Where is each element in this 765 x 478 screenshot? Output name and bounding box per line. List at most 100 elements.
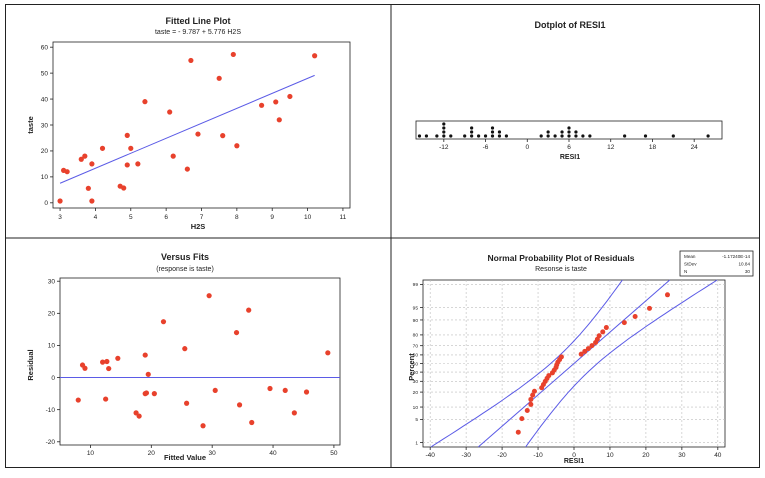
normal-y-tick-label: 20: [413, 390, 419, 396]
normal-y-tick-label: 50: [413, 361, 419, 367]
versus-point: [151, 391, 157, 397]
fitted-ylabel: taste: [26, 116, 35, 134]
normal-legend-box: Mean -1.17240E-14 StDev 10.84 N 30: [679, 250, 754, 277]
versus-point: [145, 371, 151, 377]
dotplot-x-tick-label: -6: [483, 144, 489, 151]
dotplot-dot: [560, 130, 564, 134]
normal-confidence-band-lower: [430, 279, 623, 448]
fitted-point: [142, 99, 148, 105]
fitted-y-tick-label: 10: [41, 174, 49, 181]
versus-point: [236, 402, 243, 408]
normal-point: [664, 292, 670, 298]
dotplot-title: Dotplot of RESI1: [535, 20, 606, 30]
dotplot-dot: [470, 126, 474, 130]
fitted-point: [312, 53, 318, 59]
dotplot-dot: [463, 134, 467, 138]
versus-x-tick-label: 20: [148, 450, 156, 457]
dotplot-x-tick-label: -12: [439, 144, 449, 151]
fitted-point: [57, 198, 63, 204]
fitted-point: [259, 102, 265, 108]
fitted-point: [89, 198, 95, 204]
dotplot-dot: [623, 134, 627, 138]
versus-point: [200, 423, 206, 429]
normal-point: [530, 392, 536, 398]
dotplot-dot: [581, 134, 585, 138]
dotplot-dot: [588, 134, 592, 138]
normal-y-tick-label: 1: [415, 440, 418, 446]
normal-point: [600, 329, 606, 335]
fitted-y-tick-label: 60: [41, 44, 49, 51]
fitted-y-tick-label: 0: [44, 200, 48, 207]
fitted-point: [128, 145, 134, 151]
versus-x-tick-label: 30: [209, 450, 217, 457]
fitted-y-tick-label: 50: [41, 70, 49, 77]
fitted-point: [124, 132, 130, 138]
normal-point: [603, 325, 609, 331]
versus-point: [115, 355, 121, 361]
versus-point: [106, 365, 112, 372]
dotplot-x-tick-label: 24: [691, 144, 699, 151]
versus-point: [82, 365, 88, 371]
dotplot-dot: [671, 134, 675, 138]
dotplot-x-tick-label: 12: [607, 144, 615, 151]
versus-point: [282, 387, 288, 394]
fitted-point: [135, 161, 141, 167]
normal-y-tick-label: 30: [413, 379, 419, 385]
fitted-x-tick-label: 3: [58, 214, 62, 221]
fitted-point: [287, 93, 293, 100]
dotplot-xlabel: RESI1: [560, 154, 580, 161]
normal-y-tick-label: 60: [413, 353, 419, 359]
fitted-point: [230, 51, 236, 58]
fitted-x-tick-label: 7: [200, 214, 204, 221]
fitted-point: [167, 109, 173, 115]
normal-ylabel: Percent: [407, 353, 416, 381]
versus-point: [136, 413, 142, 419]
dotplot-x-tick-label: 0: [525, 144, 529, 151]
dotplot-dot: [490, 130, 495, 134]
normal-x-tick-label: -20: [497, 452, 507, 459]
normal-fit-line: [477, 279, 671, 448]
fitted-point: [78, 156, 84, 162]
dotplot-dot: [424, 134, 429, 138]
versus-point: [104, 358, 110, 365]
normal-point: [578, 351, 584, 357]
dotplot-dot: [539, 134, 543, 138]
dotplot-dot: [567, 126, 571, 130]
normal-point: [531, 388, 537, 394]
normal-y-tick-label: 95: [413, 305, 419, 311]
dotplot-dot: [504, 134, 509, 138]
normal-x-tick-label: -30: [461, 452, 471, 459]
normal-y-tick-label: 90: [413, 318, 419, 324]
normal-y-tick-label: 99: [413, 282, 419, 288]
fitted-point: [85, 185, 91, 191]
versus-x-tick-label: 40: [269, 450, 277, 457]
versus-y-tick-label: 0: [51, 375, 55, 382]
fitted-point: [99, 145, 106, 151]
normal-point: [558, 354, 564, 360]
fitted-x-tick-label: 6: [164, 214, 168, 221]
dotplot-dot: [435, 134, 439, 138]
panel-fitted-line: Fitted Line Plot taste = - 9.787 + 5.776…: [26, 16, 351, 231]
normal-y-tick-label: 80: [413, 333, 419, 339]
dotplot-dot: [490, 126, 495, 130]
dotplot-x-tick-label: 6: [567, 144, 571, 151]
legend-stdev-label: StDev: [684, 262, 697, 267]
normal-x-tick-label: 10: [606, 452, 614, 459]
normal-point: [515, 429, 521, 435]
versus-point: [246, 307, 252, 313]
dotplot-dot: [574, 130, 578, 134]
fitted-x-tick-label: 4: [94, 214, 98, 221]
legend-n-value: 30: [745, 269, 751, 274]
dotplot-dot: [470, 130, 474, 134]
dotplot-dot: [442, 130, 446, 134]
normal-point: [546, 373, 552, 379]
fitted-y-tick-label: 40: [41, 96, 49, 103]
dotplot-dot: [546, 130, 550, 134]
normal-x-tick-label: 30: [678, 452, 686, 459]
versus-point: [184, 400, 190, 406]
normal-point: [519, 416, 525, 422]
normal-point: [621, 320, 627, 326]
versus-point: [233, 329, 240, 336]
dotplot-dot: [706, 134, 710, 138]
versus-point: [100, 359, 106, 365]
